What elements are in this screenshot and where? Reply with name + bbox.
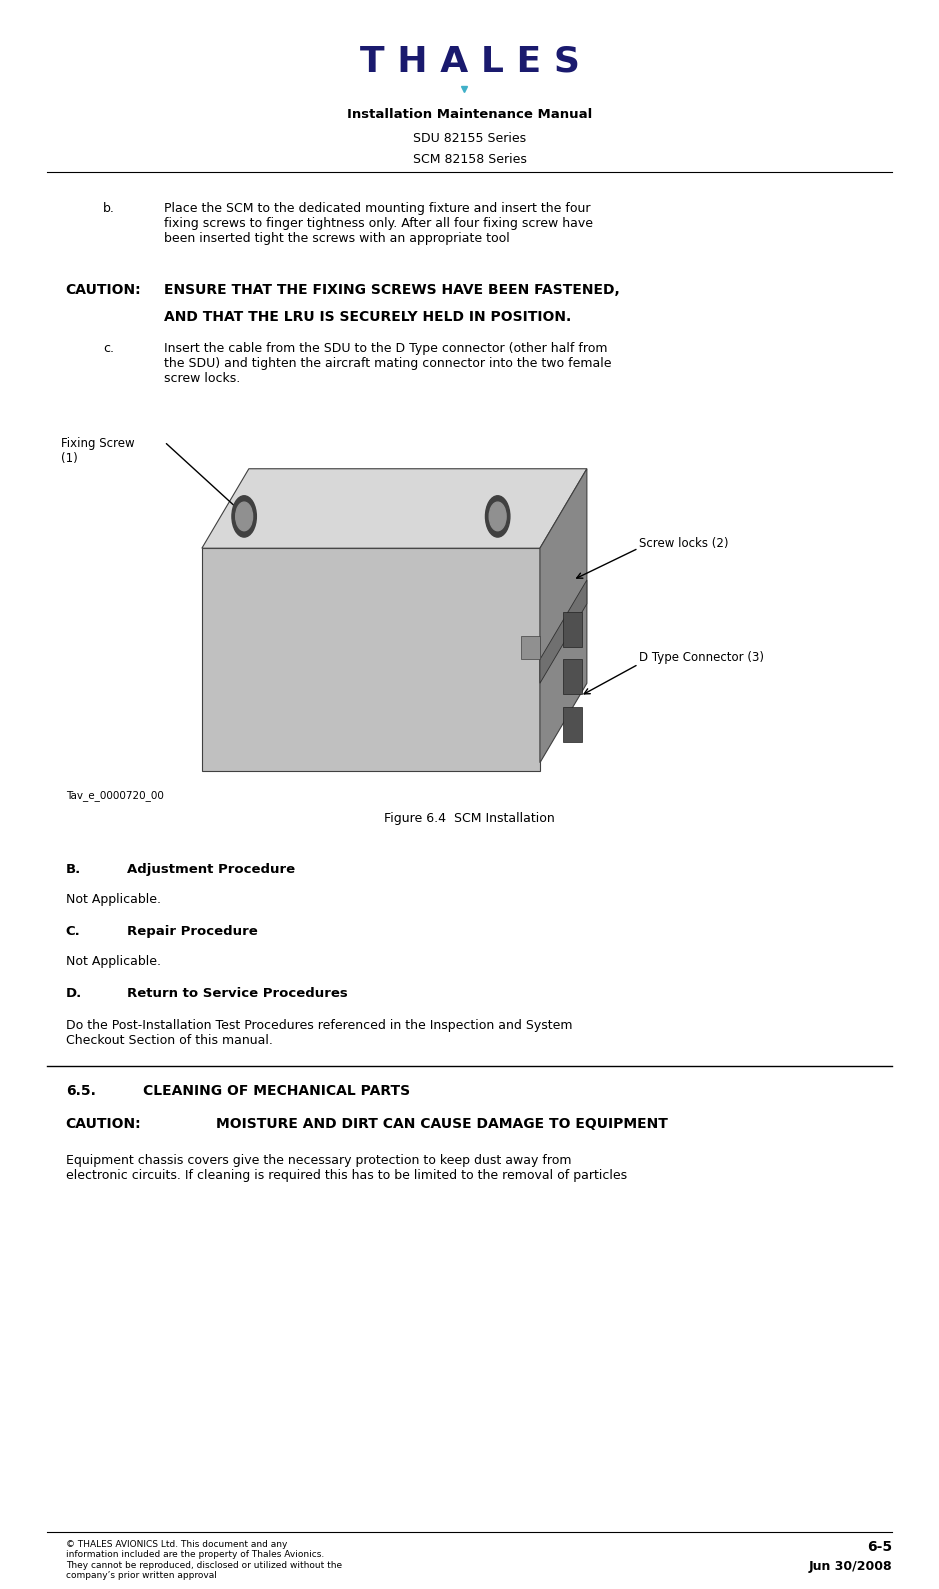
Circle shape — [236, 502, 253, 531]
Text: Fixing Screw
(1): Fixing Screw (1) — [61, 437, 134, 466]
Text: CAUTION:: CAUTION: — [66, 283, 142, 297]
Text: Repair Procedure: Repair Procedure — [127, 925, 257, 938]
Text: SDU 82155 Series: SDU 82155 Series — [413, 132, 526, 145]
Text: Installation Maintenance Manual: Installation Maintenance Manual — [346, 108, 593, 121]
Text: D.: D. — [66, 987, 82, 999]
Polygon shape — [563, 707, 582, 742]
Circle shape — [489, 502, 506, 531]
Text: Tav_e_0000720_00: Tav_e_0000720_00 — [66, 790, 163, 801]
Text: B.: B. — [66, 863, 81, 876]
Polygon shape — [563, 612, 582, 647]
Text: ENSURE THAT THE FIXING SCREWS HAVE BEEN FASTENED,: ENSURE THAT THE FIXING SCREWS HAVE BEEN … — [164, 283, 620, 297]
Text: c.: c. — [103, 342, 115, 354]
Text: T H A L E S: T H A L E S — [360, 44, 579, 78]
Text: 6.5.: 6.5. — [66, 1084, 96, 1098]
Text: Figure 6.4  SCM Installation: Figure 6.4 SCM Installation — [384, 812, 555, 825]
Text: © THALES AVIONICS Ltd. This document and any
information included are the proper: © THALES AVIONICS Ltd. This document and… — [66, 1540, 342, 1579]
Text: Equipment chassis covers give the necessary protection to keep dust away from
el: Equipment chassis covers give the necess… — [66, 1154, 627, 1182]
Polygon shape — [540, 469, 587, 763]
Text: 6-5: 6-5 — [867, 1540, 892, 1554]
Circle shape — [485, 496, 510, 537]
Text: D Type Connector (3): D Type Connector (3) — [639, 651, 763, 664]
Text: Jun 30/2008: Jun 30/2008 — [808, 1560, 892, 1573]
Text: Not Applicable.: Not Applicable. — [66, 893, 161, 906]
Polygon shape — [563, 659, 582, 694]
Text: AND THAT THE LRU IS SECURELY HELD IN POSITION.: AND THAT THE LRU IS SECURELY HELD IN POS… — [164, 310, 572, 324]
Text: Do the Post-Installation Test Procedures referenced in the Inspection and System: Do the Post-Installation Test Procedures… — [66, 1019, 572, 1047]
Circle shape — [232, 496, 256, 537]
Polygon shape — [540, 580, 587, 683]
Polygon shape — [202, 548, 540, 771]
Polygon shape — [521, 636, 540, 659]
Text: Screw locks (2): Screw locks (2) — [639, 537, 728, 550]
Text: SCM 82158 Series: SCM 82158 Series — [412, 153, 527, 165]
Text: MOISTURE AND DIRT CAN CAUSE DAMAGE TO EQUIPMENT: MOISTURE AND DIRT CAN CAUSE DAMAGE TO EQ… — [216, 1117, 668, 1131]
Text: Adjustment Procedure: Adjustment Procedure — [127, 863, 295, 876]
Text: CLEANING OF MECHANICAL PARTS: CLEANING OF MECHANICAL PARTS — [143, 1084, 409, 1098]
Text: CAUTION:: CAUTION: — [66, 1117, 142, 1131]
Text: Not Applicable.: Not Applicable. — [66, 955, 161, 968]
Text: Return to Service Procedures: Return to Service Procedures — [127, 987, 347, 999]
Polygon shape — [202, 469, 587, 548]
Text: C.: C. — [66, 925, 81, 938]
Text: Place the SCM to the dedicated mounting fixture and insert the four
fixing screw: Place the SCM to the dedicated mounting … — [164, 202, 593, 245]
Text: b.: b. — [103, 202, 115, 215]
Text: Insert the cable from the SDU to the D Type connector (other half from
the SDU) : Insert the cable from the SDU to the D T… — [164, 342, 612, 385]
